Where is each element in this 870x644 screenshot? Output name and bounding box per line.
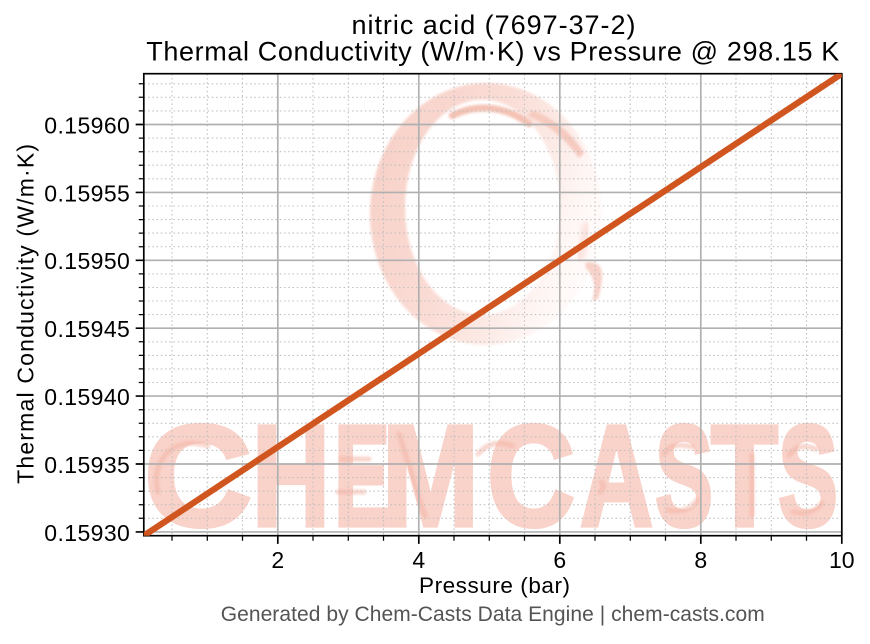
svg-text:S: S [778,395,838,556]
svg-text:A: A [580,395,653,556]
svg-text:0.15935: 0.15935 [44,452,130,478]
svg-text:0.15940: 0.15940 [44,384,130,410]
svg-text:M: M [382,395,479,556]
svg-text:0.15945: 0.15945 [44,316,130,342]
svg-text:2: 2 [271,547,284,573]
svg-text:4: 4 [412,547,425,573]
svg-text:Thermal Conductivity (W/m·K): Thermal Conductivity (W/m·K) [13,144,39,484]
svg-text:6: 6 [553,547,566,573]
svg-text:8: 8 [694,547,707,573]
svg-text:E: E [334,395,390,556]
svg-text:0.15950: 0.15950 [44,248,130,274]
svg-text:10: 10 [829,547,855,573]
svg-text:0.15955: 0.15955 [44,180,130,206]
svg-text:Pressure (bar): Pressure (bar) [419,573,570,598]
svg-text:Thermal Conductivity (W/m·K) v: Thermal Conductivity (W/m·K) vs Pressure… [146,37,839,67]
svg-text:T: T [711,395,778,556]
svg-text:0.15960: 0.15960 [44,112,130,138]
svg-text:Generated by Chem-Casts Data E: Generated by Chem-Casts Data Engine | ch… [221,603,765,626]
svg-text:0.15930: 0.15930 [44,520,130,546]
svg-text:nitric acid (7697-37-2): nitric acid (7697-37-2) [352,10,636,40]
svg-text:S: S [655,395,713,556]
